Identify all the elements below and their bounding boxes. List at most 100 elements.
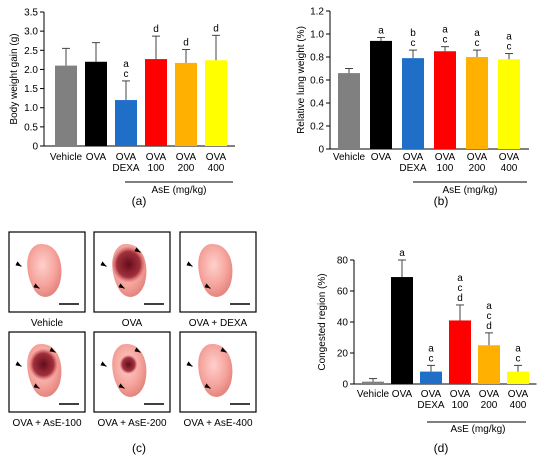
arrow-head [220,347,227,353]
photo-caption: OVA + DEXA [189,318,248,329]
y-tick-label: 0.4 [310,99,324,110]
arrow-head [100,261,107,267]
panel-label: (c) [132,441,146,455]
x-tick-label: Vehicle [357,389,390,400]
arrow-head [33,283,40,289]
arrow-head [15,361,22,367]
significance-label: c [429,353,434,364]
x-tick-label: OVA [499,152,520,163]
bar [466,57,488,149]
y-tick-label: 0.8 [310,53,324,64]
significance-label: c [411,38,416,49]
x-tick-label: OVA [146,152,167,163]
significance-label: d [153,24,159,35]
chart-congested-region: 0 20 40 60 80 Congested region (%) Vehicle a OVA… [317,248,537,455]
y-tick-label: 2.0 [24,65,38,76]
lung-lobe [198,243,233,297]
significance-label: a [506,32,512,43]
x-tick-label: DEXA [417,400,445,411]
significance-label: a [515,343,521,354]
significance-label: b [410,28,416,39]
bar [85,61,107,147]
photo-caption: Vehicle [31,318,64,329]
arrow-head [204,383,211,389]
bar [370,40,392,149]
arrow-head [186,361,193,367]
significance-label: a [442,25,448,36]
y-axis-label: Body weight gain (g) [9,33,20,124]
significance-label: c [507,42,512,53]
y-tick-label: 1.2 [310,7,324,18]
arrow-head [118,383,125,389]
y-axis-label: Relative lung weight (%) [296,26,307,134]
arrow-head [204,283,211,289]
arrow-head [134,247,141,253]
y-tick-label: 0 [32,142,38,153]
panel-label: (d) [434,441,449,455]
panel-label: (a) [132,194,147,208]
bar [362,381,384,384]
y-tick-label: 2.5 [24,46,38,57]
x-tick-label: OVA [421,389,442,400]
significance-label: a [486,301,492,312]
y-tick-label: 60 [337,287,349,298]
y-tick-label: 0 [318,145,324,156]
congested-area [28,348,58,381]
x-tick-label: 100 [437,163,454,174]
x-tick-label: OVA [86,152,107,163]
significance-label: c [458,283,463,294]
x-tick-label: Vehicle [333,152,366,163]
bar [338,73,360,149]
arrow-head [186,261,193,267]
significance-label: d [486,321,492,332]
y-tick-label: 0.2 [310,122,324,133]
significance-label: c [124,69,129,80]
chart-body-weight-gain: 0 0.5 1.0 1.5 2.0 2.5 3.0 3.5 Body weight gain (… [9,8,235,208]
x-tick-label: OVA [116,152,137,163]
bar [507,371,529,384]
x-tick-label: OVA [392,389,413,400]
y-tick-label: 0 [342,380,348,391]
arrow-head [118,283,125,289]
x-tick-label: OVA [479,389,500,400]
arrow-head [49,347,56,353]
panel-label: (b) [434,194,449,208]
x-tick-label: OVA [371,152,392,163]
x-tick-label: 200 [481,400,498,411]
bar [175,62,197,146]
x-tick-label: OVA [206,152,227,163]
x-tick-label: DEXA [399,163,427,174]
arrow-head [134,347,141,353]
bar [145,59,167,146]
significance-label: a [378,25,384,36]
x-tick-label: 100 [452,400,469,411]
significance-label: c [443,35,448,46]
y-tick-label: 1.0 [24,103,38,114]
arrow-head [33,383,40,389]
lung-lobe [27,243,62,297]
bar [402,58,424,149]
arrow-head [15,261,22,267]
group-label: AsE (mg/kg) [151,185,206,196]
y-tick-label: 20 [337,349,349,360]
lung-lobe [198,343,233,397]
significance-label: d [457,293,463,304]
x-tick-label: OVA [508,389,529,400]
significance-label: a [399,248,405,259]
photo-caption: OVA + AsE-100 [12,418,81,429]
x-tick-label: DEXA [112,163,140,174]
y-tick-label: 3.0 [24,27,38,38]
bar [478,345,500,384]
bar [498,59,520,149]
bar [55,65,77,146]
y-tick-label: 80 [337,256,349,267]
x-tick-label: OVA [435,152,456,163]
x-tick-label: 400 [501,163,518,174]
bar [420,371,442,384]
significance-label: a [428,343,434,354]
x-tick-label: 200 [178,163,195,174]
photo-caption: OVA [122,318,143,329]
y-tick-label: 0.5 [24,122,38,133]
